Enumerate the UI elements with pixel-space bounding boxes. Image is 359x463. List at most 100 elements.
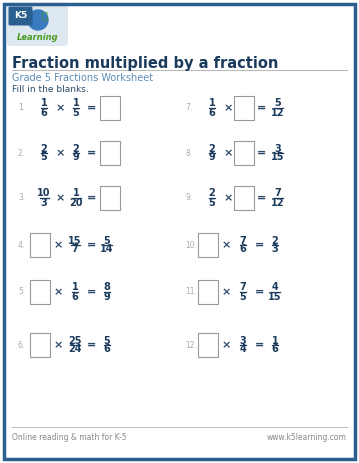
Text: =: = xyxy=(87,340,95,350)
Text: 11.: 11. xyxy=(185,288,197,296)
Text: ×: × xyxy=(221,287,231,297)
Text: =: = xyxy=(255,340,264,350)
Bar xyxy=(100,96,120,120)
Text: 1: 1 xyxy=(72,282,78,293)
Text: 10: 10 xyxy=(37,188,51,199)
Text: 3.: 3. xyxy=(18,194,25,202)
Text: 2: 2 xyxy=(73,144,79,154)
Text: =: = xyxy=(87,148,97,158)
Text: 6: 6 xyxy=(72,292,78,301)
Text: =: = xyxy=(87,193,97,203)
Text: =: = xyxy=(257,103,267,113)
Text: 5: 5 xyxy=(41,152,47,163)
Text: =: = xyxy=(87,103,97,113)
Text: ×: × xyxy=(55,103,65,113)
Bar xyxy=(198,333,218,357)
Text: 3: 3 xyxy=(272,244,278,255)
Text: =: = xyxy=(257,193,267,203)
Text: 9: 9 xyxy=(209,152,215,163)
Text: 6.: 6. xyxy=(18,340,25,350)
Text: 2: 2 xyxy=(272,236,278,245)
Text: 7: 7 xyxy=(275,188,281,199)
Text: =: = xyxy=(255,240,264,250)
Text: ×: × xyxy=(53,240,63,250)
Text: 7.: 7. xyxy=(185,104,192,113)
Text: 20: 20 xyxy=(69,198,83,207)
Text: 2: 2 xyxy=(209,188,215,199)
Text: ⛹: ⛹ xyxy=(41,10,47,20)
Text: Online reading & math for K-5: Online reading & math for K-5 xyxy=(12,433,127,442)
Text: ×: × xyxy=(223,193,233,203)
Text: 12: 12 xyxy=(271,107,285,118)
Text: ×: × xyxy=(55,193,65,203)
Text: 9.: 9. xyxy=(185,194,192,202)
Bar xyxy=(234,186,254,210)
Bar xyxy=(100,141,120,165)
Bar xyxy=(234,141,254,165)
Bar xyxy=(198,233,218,257)
Text: Learning: Learning xyxy=(17,32,59,42)
Text: 24: 24 xyxy=(68,344,82,355)
Bar xyxy=(30,233,50,257)
Text: 15: 15 xyxy=(68,236,82,245)
Text: 5: 5 xyxy=(239,292,246,301)
Text: 4: 4 xyxy=(272,282,278,293)
FancyBboxPatch shape xyxy=(7,4,68,46)
Text: 12.: 12. xyxy=(185,340,197,350)
Text: 8: 8 xyxy=(103,282,111,293)
Text: ×: × xyxy=(53,287,63,297)
Text: 4.: 4. xyxy=(18,240,25,250)
Bar xyxy=(30,333,50,357)
Text: 7: 7 xyxy=(239,236,246,245)
Text: =: = xyxy=(257,148,267,158)
Text: 1: 1 xyxy=(73,188,79,199)
Text: 5: 5 xyxy=(104,336,110,345)
Text: Fraction multiplied by a fraction: Fraction multiplied by a fraction xyxy=(12,56,278,71)
Text: 14: 14 xyxy=(100,244,114,255)
Text: 4: 4 xyxy=(239,344,246,355)
Text: ×: × xyxy=(223,103,233,113)
Text: 5: 5 xyxy=(209,198,215,207)
Text: ×: × xyxy=(53,340,63,350)
Text: ×: × xyxy=(221,340,231,350)
Bar xyxy=(198,280,218,304)
Text: 5: 5 xyxy=(104,236,110,245)
Text: 15: 15 xyxy=(268,292,282,301)
Text: 7: 7 xyxy=(72,244,78,255)
Text: =: = xyxy=(87,287,95,297)
Text: 1: 1 xyxy=(73,99,79,108)
Text: 2.: 2. xyxy=(18,149,25,157)
Text: 7: 7 xyxy=(239,282,246,293)
FancyBboxPatch shape xyxy=(9,6,33,25)
Text: 1.: 1. xyxy=(18,104,25,113)
Text: ×: × xyxy=(223,148,233,158)
Bar xyxy=(30,280,50,304)
Bar xyxy=(234,96,254,120)
Text: 6: 6 xyxy=(239,244,246,255)
Text: 5.: 5. xyxy=(18,288,25,296)
Text: =: = xyxy=(255,287,264,297)
Text: 10.: 10. xyxy=(185,240,197,250)
Text: 3: 3 xyxy=(275,144,281,154)
Text: 5: 5 xyxy=(275,99,281,108)
Text: 3: 3 xyxy=(239,336,246,345)
Text: 25: 25 xyxy=(68,336,82,345)
Text: 8.: 8. xyxy=(185,149,192,157)
Text: =: = xyxy=(87,240,95,250)
Text: www.k5learning.com: www.k5learning.com xyxy=(267,433,347,442)
Text: 6: 6 xyxy=(209,107,215,118)
Text: 6: 6 xyxy=(104,344,110,355)
Text: Fill in the blanks.: Fill in the blanks. xyxy=(12,85,89,94)
Text: 12: 12 xyxy=(271,198,285,207)
Text: Grade 5 Fractions Worksheet: Grade 5 Fractions Worksheet xyxy=(12,73,153,83)
Text: 9: 9 xyxy=(104,292,110,301)
Text: 3: 3 xyxy=(41,198,47,207)
Text: 6: 6 xyxy=(272,344,278,355)
Bar xyxy=(100,186,120,210)
Text: K5: K5 xyxy=(14,12,27,20)
Text: ×: × xyxy=(55,148,65,158)
Text: 1: 1 xyxy=(209,99,215,108)
Text: 5: 5 xyxy=(73,107,79,118)
Text: 1: 1 xyxy=(41,99,47,108)
Text: 1: 1 xyxy=(272,336,278,345)
